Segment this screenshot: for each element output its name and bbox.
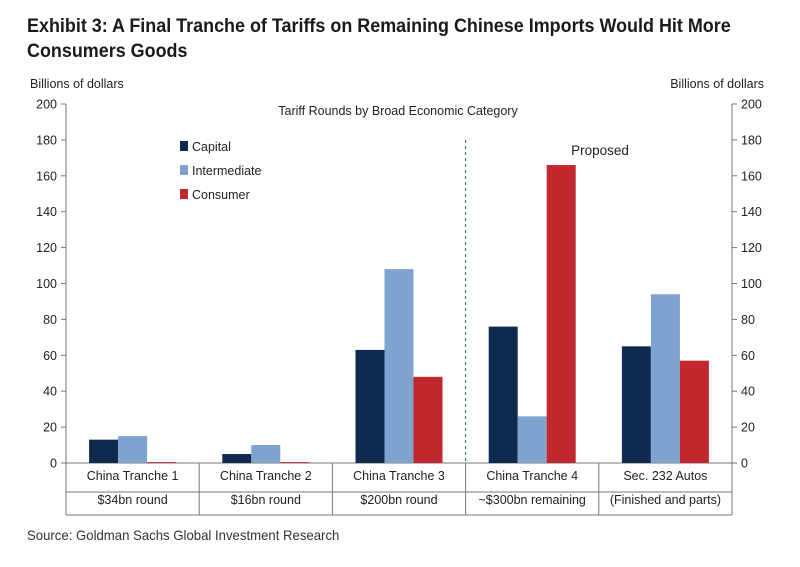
legend-swatch-intermediate	[180, 165, 188, 175]
left-tick-label: 80	[43, 313, 57, 327]
left-tick-label: 200	[36, 98, 57, 112]
category-label: China Tranche 1	[87, 469, 179, 483]
category-sublabel: $34bn round	[97, 493, 167, 507]
category-sublabel: $16bn round	[231, 493, 301, 507]
bar-intermediate	[384, 269, 414, 463]
category-label: China Tranche 3	[353, 469, 445, 483]
category-sublabel: (Finished and parts)	[610, 493, 721, 507]
bar-capital	[488, 326, 518, 463]
source-note: Source: Goldman Sachs Global Investment …	[27, 527, 340, 543]
bar-intermediate	[650, 294, 680, 463]
category-label: China Tranche 2	[220, 469, 312, 483]
bar-capital	[621, 346, 651, 463]
right-tick-label: 140	[741, 205, 762, 219]
left-tick-label: 140	[36, 205, 57, 219]
legend-label: Intermediate	[192, 164, 262, 178]
left-tick-label: 160	[36, 169, 57, 183]
proposed-annotation: Proposed	[571, 143, 629, 158]
left-tick-label: 60	[43, 349, 57, 363]
right-tick-label: 20	[741, 421, 755, 435]
bar-intermediate	[118, 436, 148, 463]
category-sublabel: ~$300bn remaining	[479, 493, 586, 507]
right-tick-label: 80	[741, 313, 755, 327]
bar-capital	[355, 349, 385, 463]
bar-intermediate	[251, 445, 281, 463]
right-axis-unit: Billions of dollars	[670, 77, 764, 91]
left-tick-label: 100	[36, 277, 57, 291]
left-tick-label: 40	[43, 385, 57, 399]
chart-title: Exhibit 3: A Final Tranche of Tariffs on…	[27, 14, 731, 64]
bar-consumer	[546, 165, 576, 463]
bar-consumer	[147, 462, 177, 463]
left-tick-label: 180	[36, 133, 57, 147]
right-tick-label: 100	[741, 277, 762, 291]
left-tick-label: 20	[43, 421, 57, 435]
legend-label: Consumer	[192, 188, 250, 202]
legend-swatch-capital	[180, 141, 188, 151]
bar-capital	[222, 454, 252, 463]
category-label: China Tranche 4	[486, 469, 578, 483]
left-tick-label: 120	[36, 241, 57, 255]
category-sublabel: $200bn round	[360, 493, 437, 507]
bar-intermediate	[517, 416, 547, 463]
bar-consumer	[413, 376, 443, 463]
bar-capital	[89, 439, 119, 463]
right-tick-label: 120	[741, 241, 762, 255]
legend-label: Capital	[192, 140, 231, 154]
right-tick-label: 200	[741, 98, 762, 112]
right-tick-label: 160	[741, 169, 762, 183]
right-tick-label: 40	[741, 385, 755, 399]
bar-consumer	[280, 462, 310, 463]
category-label: Sec. 232 Autos	[623, 469, 707, 483]
title-line-1: Exhibit 3: A Final Tranche of Tariffs on…	[27, 15, 731, 37]
left-axis-unit: Billions of dollars	[30, 77, 124, 91]
right-tick-label: 0	[741, 457, 748, 471]
right-tick-label: 60	[741, 349, 755, 363]
right-tick-label: 180	[741, 133, 762, 147]
chart-subtitle: Tariff Rounds by Broad Economic Category	[278, 104, 518, 118]
legend-swatch-consumer	[180, 189, 188, 199]
title-line-2: Consumers Goods	[27, 40, 188, 62]
left-tick-label: 0	[50, 457, 57, 471]
bar-consumer	[679, 360, 709, 463]
